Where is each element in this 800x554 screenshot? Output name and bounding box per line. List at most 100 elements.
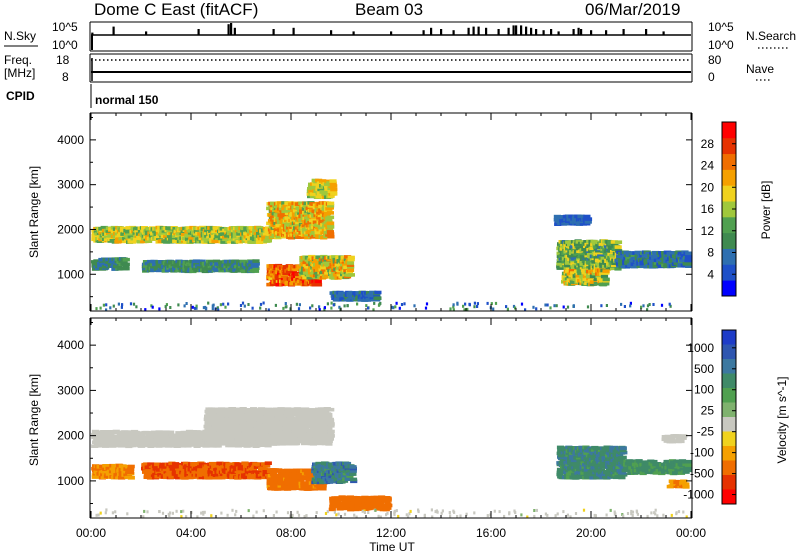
- velocity-cell-544: [216, 421, 224, 426]
- velocity-cell-171: [155, 430, 163, 434]
- nsky-spike-34: [590, 30, 593, 35]
- power-cell-1522: [342, 263, 350, 267]
- power-cell-2452: [284, 302, 287, 305]
- power-cell-702: [304, 232, 312, 237]
- velocity-cell-2154: [384, 506, 392, 510]
- power-cell-2478: [311, 304, 314, 308]
- velocity-cell-732: [245, 432, 253, 436]
- power-cell-2235: [663, 264, 671, 269]
- velocity-cell-1294: [327, 422, 335, 426]
- power-cell-2082: [589, 282, 597, 286]
- velocity-cell-1289: [326, 437, 334, 441]
- power-cell-1609: [330, 187, 338, 192]
- power-colorbar-label-4: 20: [701, 180, 715, 194]
- velocity-cell-1298: [91, 475, 99, 479]
- power-ytick-label-3: 4000: [57, 133, 84, 147]
- velocity-cell-866: [263, 411, 271, 416]
- power-cell-1445: [323, 273, 331, 277]
- velocity-cell-123: [137, 441, 145, 446]
- velocity-cell-1776: [283, 479, 292, 483]
- power-cell-1087: [218, 268, 226, 273]
- power-cell-1893: [593, 256, 601, 261]
- power-cell-2083: [589, 280, 597, 284]
- power-cell-1878: [590, 249, 598, 253]
- power-cell-856: [327, 203, 335, 208]
- nsky-panel: N.Sky 10^5 10^0 10^5 10^0 N.Search: [4, 20, 796, 52]
- velocity-cell-678: [236, 432, 244, 436]
- velocity-cell-208: [169, 436, 177, 440]
- velocity-cell-1411: [152, 472, 160, 477]
- power-cell-2396: [330, 306, 333, 310]
- power-cell-1567: [315, 194, 323, 199]
- power-cell-1272: [295, 277, 303, 282]
- power-cell-2359: [424, 306, 428, 310]
- power-cell-1078: [212, 266, 220, 270]
- power-cell-753: [310, 218, 318, 223]
- power-cell-178: [158, 232, 167, 236]
- power-cell-2297: [685, 251, 693, 256]
- velocity-cell-1183: [309, 417, 317, 422]
- power-cell-2379: [165, 303, 168, 307]
- power-cell-2354: [584, 217, 593, 221]
- power-cell-1450: [323, 260, 331, 265]
- nsky-spike-36: [622, 29, 625, 35]
- velocity-cell-1287: [325, 415, 333, 419]
- velocity-cell-109: [132, 437, 140, 442]
- power-colorbar-segment-7: [722, 169, 736, 186]
- power-cell-437: [256, 226, 264, 230]
- power-cell-1253: [289, 282, 297, 286]
- velocity-cell-1672: [250, 467, 258, 471]
- velocity-cell-464: [203, 417, 211, 422]
- power-cell-1863: [586, 244, 594, 248]
- power-cell-2481: [646, 308, 649, 312]
- velocity-cell-1213: [314, 420, 322, 424]
- power-cell-2443: [660, 303, 664, 307]
- velocity-cell-122: [138, 444, 146, 448]
- velocity-cell-810: [255, 427, 264, 432]
- power-cell-2419: [151, 305, 154, 309]
- power-cell-1709: [558, 266, 566, 270]
- power-cell-1572: [315, 178, 323, 183]
- power-cell-2047: [575, 273, 583, 278]
- velocity-cell-2006: [340, 479, 349, 483]
- power-cell-980: [167, 260, 175, 264]
- nsky-spike-19: [485, 27, 488, 35]
- power-cell-28: [100, 225, 108, 230]
- velocity-cell-1334: [107, 471, 115, 476]
- nsky-spike-17: [472, 26, 475, 35]
- power-cell-1639: [344, 295, 352, 300]
- velocity-cell-1517: [192, 475, 201, 479]
- power-cell-2397: [413, 304, 416, 308]
- power-cell-2437: [191, 305, 194, 309]
- velocity-cell-42: [106, 437, 114, 442]
- power-cell-2387: [546, 303, 549, 307]
- power-ytick-label-2: 3000: [57, 178, 84, 192]
- power-colorbar-label-6: 28: [701, 137, 715, 151]
- power-cell-761: [312, 220, 320, 225]
- velocity-cell-770: [250, 431, 258, 436]
- power-cell-852: [327, 221, 335, 226]
- velocity-cell-1112: [300, 438, 308, 443]
- power-cell-2363: [365, 304, 368, 308]
- power-ytick-label-1: 2000: [57, 222, 84, 236]
- power-cell-2442: [120, 305, 123, 309]
- velocity-cell-1785: [287, 484, 295, 488]
- power-cell-849: [326, 230, 334, 234]
- nsky-spike-24: [520, 25, 523, 35]
- power-cell-2415: [247, 303, 250, 306]
- power-cell-2456: [285, 305, 288, 309]
- power-cell-2356: [262, 301, 265, 305]
- power-cell-319: [214, 239, 222, 243]
- power-cell-1677: [364, 295, 372, 300]
- power-cell-2158: [630, 253, 638, 257]
- power-cell-2462: [462, 304, 465, 308]
- power-cell-969: [164, 268, 173, 273]
- power-cell-1475: [331, 265, 339, 269]
- power-cell-2482: [251, 306, 254, 310]
- power-cell-2380: [183, 304, 186, 308]
- power-colorbar-label-2: 12: [701, 224, 715, 238]
- power-cell-2422: [169, 306, 172, 309]
- power-cell-1881: [590, 239, 598, 244]
- power-cell-929: [143, 264, 151, 268]
